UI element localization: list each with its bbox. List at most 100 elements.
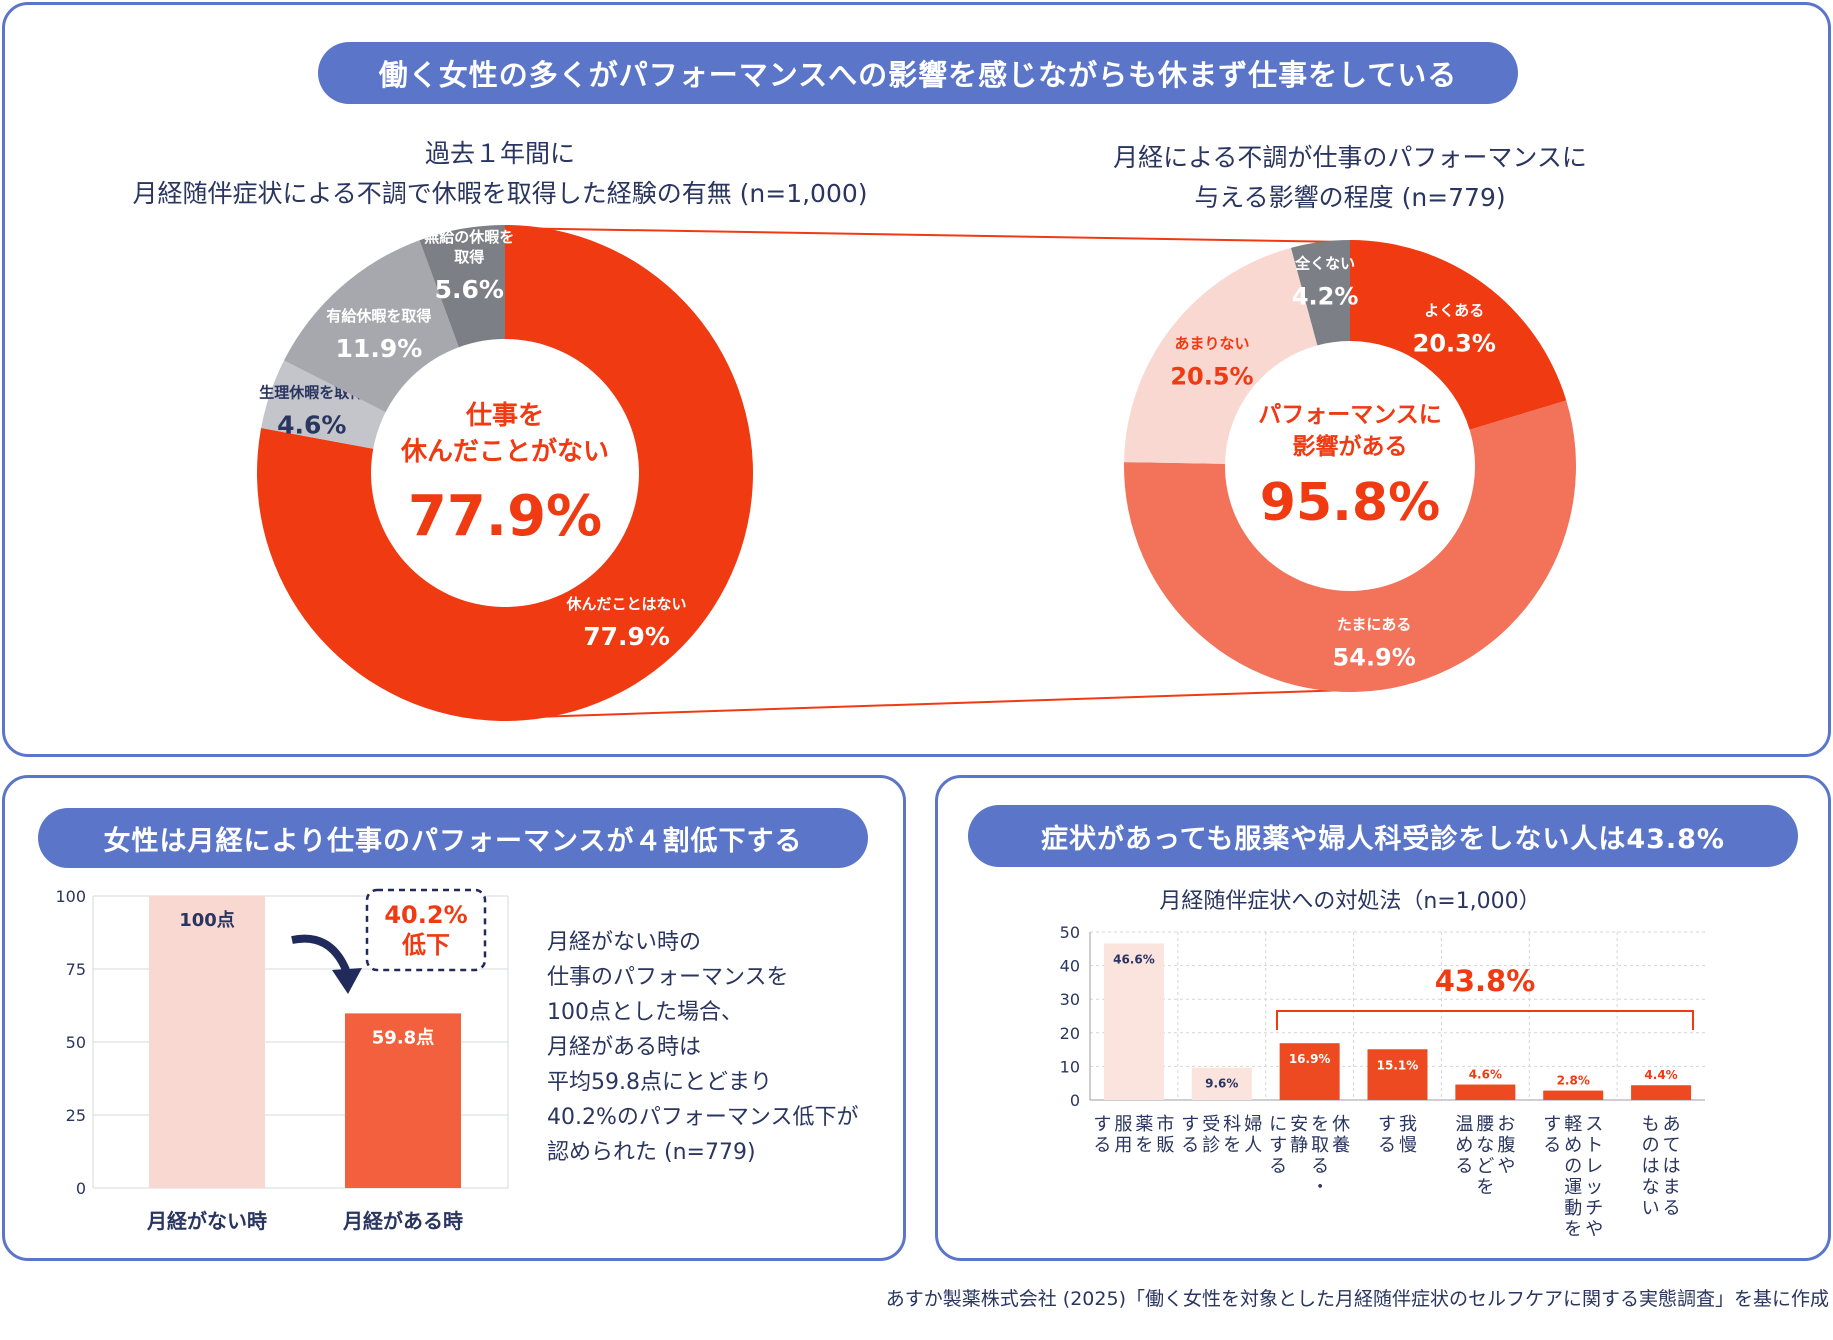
x-category-char: の xyxy=(1642,1135,1660,1156)
desc-line: 認められた (n=779) xyxy=(547,1140,756,1165)
x-category-char: る xyxy=(1378,1135,1396,1156)
x-category-char: 服 xyxy=(1114,1114,1132,1135)
slice-label: 有給休暇を取得 xyxy=(326,307,431,325)
right-center-line1: パフォーマンスに xyxy=(1258,402,1442,428)
slice-label: たまにある xyxy=(1337,615,1412,633)
left-center-line1: 仕事を xyxy=(465,401,544,431)
x-category-char: 慢 xyxy=(1399,1135,1417,1156)
x-category-char: チ xyxy=(1585,1198,1603,1219)
connector-line-top xyxy=(502,227,1349,243)
y-tick-label: 0 xyxy=(76,1179,86,1198)
desc-line: 月経がない時の xyxy=(547,930,702,955)
x-category-char: ・ xyxy=(1311,1177,1329,1198)
coping-bar xyxy=(1191,1067,1252,1100)
coping-bar xyxy=(1455,1084,1516,1100)
callout-box xyxy=(365,888,487,972)
right-chart-title-line2: 与える影響の程度 (n=779) xyxy=(1194,183,1506,212)
donut-slice xyxy=(284,240,459,413)
donut-chart-impact: よくある 20.3% たまにある 54.9% あまりない 20.5% 全くない 4.2% xyxy=(1124,240,1576,692)
y-tick-label: 0 xyxy=(1070,1091,1080,1110)
left-chart-title: 過去１年間に 月経随伴症状による不調で休暇を取得した経験の有無 (n=1,000… xyxy=(90,134,910,214)
bar-value-label: 59.8点 xyxy=(372,1026,434,1048)
x-category-char: レ xyxy=(1585,1156,1603,1177)
performance-description: 月経がない時の 仕事のパフォーマンスを 100点とした場合、 月経がある時は 平… xyxy=(547,925,887,1170)
bottom-left-banner: 女性は月経により仕事のパフォーマンスが４割低下する xyxy=(38,808,868,868)
desc-line: 月経がある時は xyxy=(547,1035,702,1060)
x-category-char: 静 xyxy=(1290,1135,1308,1156)
x-category-char: ま xyxy=(1663,1177,1681,1198)
right-center-value: 95.8% xyxy=(1260,473,1440,533)
bracket-label: 43.8% xyxy=(1435,964,1536,998)
x-category-char: 婦 xyxy=(1244,1114,1262,1135)
x-category-char: 軽 xyxy=(1564,1114,1582,1135)
top-donut-charts: 休んだことはない 77.9% 生理休暇を取得 4.6% 有給休暇を取得 11.9% 無給の休… xyxy=(256,225,1576,721)
left-chart-title-line2: 月経随伴症状による不調で休暇を取得した経験の有無 (n=1,000) xyxy=(132,179,868,208)
x-category-char: を xyxy=(1476,1177,1494,1198)
x-category-char: め xyxy=(1564,1135,1582,1156)
y-tick-label: 100 xyxy=(55,887,86,906)
x-category-char: る xyxy=(1311,1156,1329,1177)
bracket-line xyxy=(1276,1010,1694,1030)
donut-slice xyxy=(1290,240,1350,346)
bar-value-label: 4.6% xyxy=(1469,1068,1502,1082)
y-tick-label: 30 xyxy=(1060,990,1080,1009)
desc-line: 仕事のパフォーマンスを xyxy=(547,965,789,990)
x-category-char: 用 xyxy=(1114,1135,1132,1156)
x-category-char: な xyxy=(1642,1177,1660,1198)
x-category-char: 科 xyxy=(1223,1114,1241,1135)
x-category-char: あ xyxy=(1663,1114,1681,1135)
x-category-char: を xyxy=(1135,1135,1153,1156)
slice-value: 54.9% xyxy=(1333,643,1416,671)
top-banner: 働く女性の多くがパフォーマンスへの影響を感じながらも休まず仕事をしている xyxy=(318,42,1518,104)
x-category-char: 薬 xyxy=(1135,1114,1153,1135)
x-category-char: 温 xyxy=(1455,1114,1473,1135)
bar-value-label: 100点 xyxy=(179,909,235,931)
x-category-char: の xyxy=(1564,1156,1582,1177)
donut-slice xyxy=(1124,247,1318,464)
x-category-char: る xyxy=(1181,1135,1199,1156)
x-category-char: 動 xyxy=(1564,1198,1582,1219)
y-tick-label: 20 xyxy=(1060,1024,1080,1043)
x-category-char: 人 xyxy=(1244,1135,1262,1156)
x-category-char: 安 xyxy=(1290,1114,1308,1135)
callout-label: 低下 xyxy=(401,931,450,959)
x-category-char: す xyxy=(1269,1135,1287,1156)
x-category-char: る xyxy=(1269,1156,1287,1177)
x-category-char: を xyxy=(1311,1114,1329,1135)
arrow-head-icon xyxy=(332,968,362,994)
x-category-char: 腹 xyxy=(1497,1135,1515,1156)
desc-line: 100点とした場合、 xyxy=(547,1000,743,1025)
coping-bar xyxy=(1631,1085,1692,1100)
left-center-line2: 休んだことがない xyxy=(400,436,609,467)
x-category-char: な xyxy=(1476,1135,1494,1156)
bottom-right-banner: 症状があっても服薬や婦人科受診をしない人は43.8% xyxy=(968,805,1798,867)
slice-value: 4.2% xyxy=(1292,283,1359,311)
coping-bar xyxy=(1367,1049,1428,1100)
x-category-char: る xyxy=(1543,1135,1561,1156)
x-category-char: は xyxy=(1642,1156,1660,1177)
footer-source: あすか製薬株式会社 (2025)「働く女性を対象とした月経随伴症状のセルフケアに… xyxy=(885,1288,1829,1310)
performance-bar xyxy=(345,1013,461,1188)
coping-bars: 0102030405046.6%市販薬を服用する9.6%婦人科を受診する16.9… xyxy=(1060,923,1705,1240)
performance-bar xyxy=(149,896,265,1188)
y-tick-label: 10 xyxy=(1060,1057,1080,1076)
slice-label: 無給の休暇を xyxy=(424,228,514,246)
slice-value: 11.9% xyxy=(336,334,423,363)
slice-label: あまりない xyxy=(1174,334,1249,352)
connector-line-bottom xyxy=(502,689,1349,719)
slice-value: 20.5% xyxy=(1170,362,1253,390)
callout-value: 40.2% xyxy=(384,901,467,929)
donut-slice xyxy=(261,360,386,449)
x-category-char: や xyxy=(1585,1219,1603,1240)
x-category-char: ス xyxy=(1585,1114,1603,1135)
coping-bar xyxy=(1279,1043,1340,1100)
x-category-char: 販 xyxy=(1156,1135,1174,1156)
slice-label: よくある xyxy=(1424,301,1484,319)
x-category-char: や xyxy=(1497,1156,1515,1177)
y-tick-label: 50 xyxy=(1060,923,1080,942)
x-category-char: ッ xyxy=(1585,1177,1603,1198)
slice-label: 生理休暇を取得 xyxy=(259,384,364,402)
x-category-char: 運 xyxy=(1564,1177,1582,1198)
